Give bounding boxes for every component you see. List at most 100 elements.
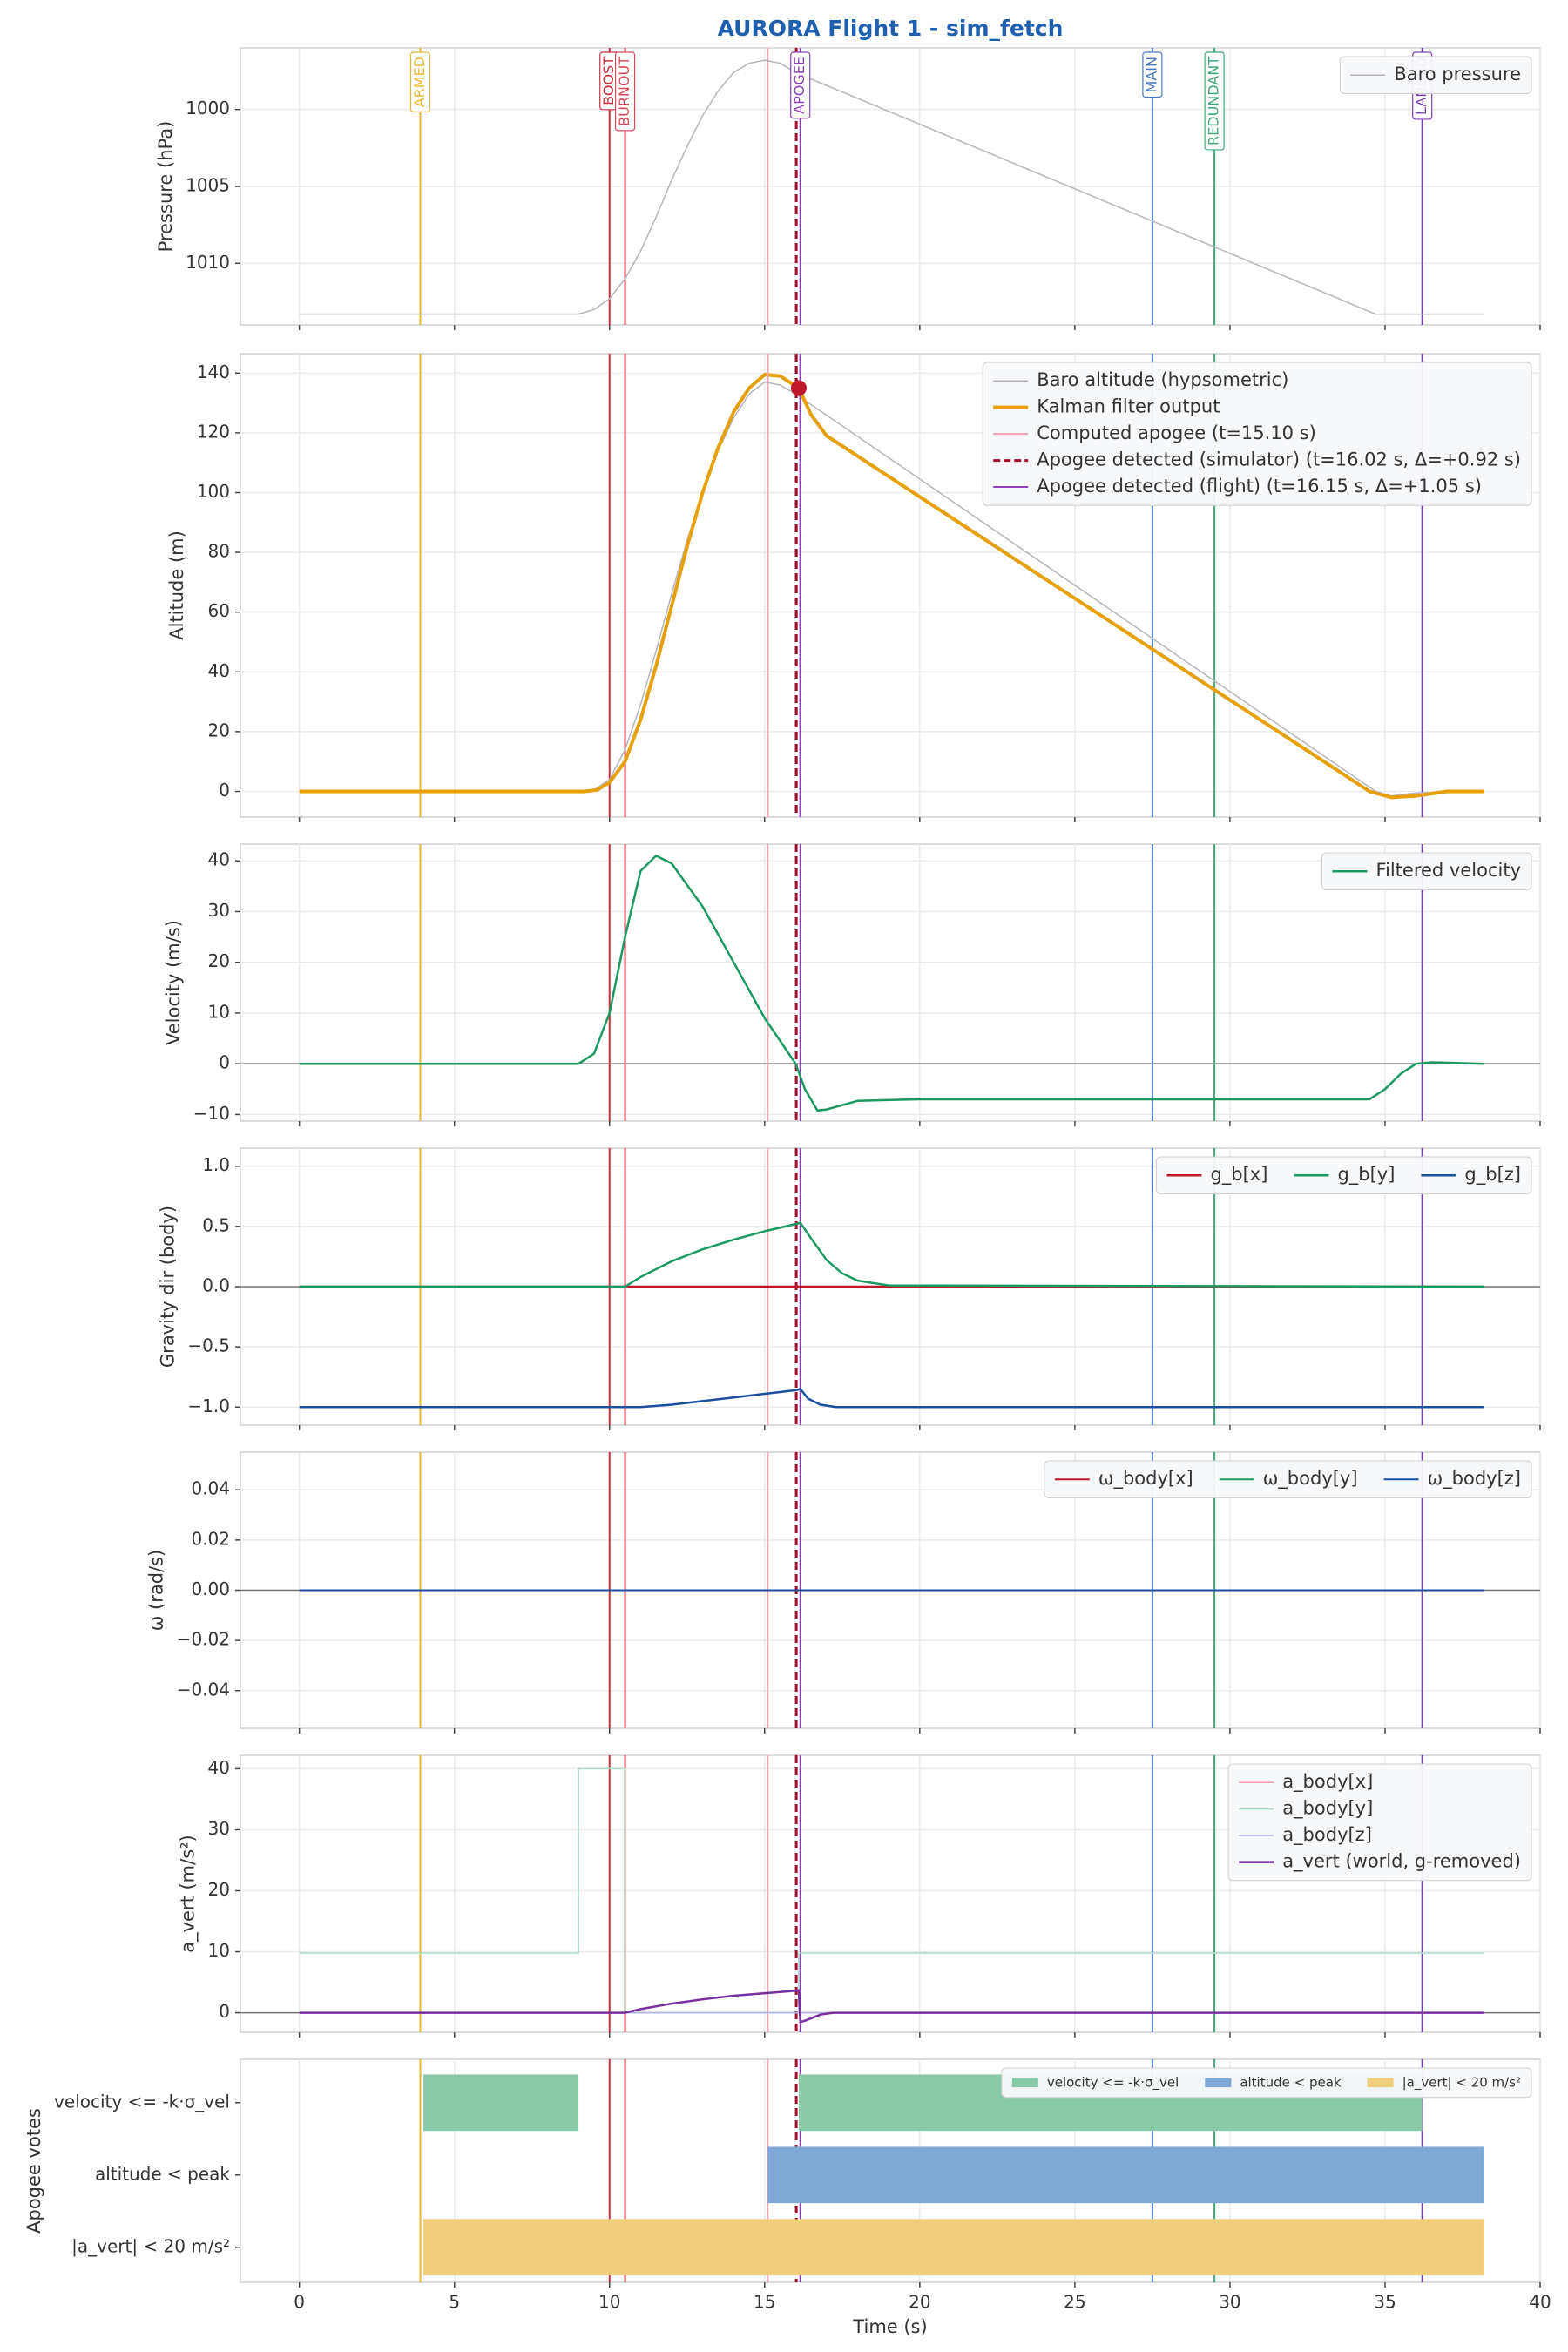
legend-label: velocity <= -k·σ_vel [1047, 2074, 1179, 2091]
series-line [299, 855, 1484, 1112]
y-tick-label: −1.0 [187, 1396, 230, 1416]
event-label-box [1142, 51, 1163, 98]
legend-label: Computed apogee (t=15.10 s) [1037, 422, 1316, 443]
y-tick-label: 20 [208, 950, 230, 971]
y-tick-label: 40 [208, 1757, 230, 1778]
legend-label: Baro pressure [1394, 64, 1521, 84]
legend: velocity <= -k·σ_vel altitude < peak |a_ve… [1001, 2067, 1532, 2099]
y-tick-label: 120 [197, 421, 230, 442]
legend-label: a_vert (world, g-removed) [1282, 1851, 1521, 1873]
y-axis-label: a_vert (m/s²) [178, 1835, 199, 1953]
series-line [299, 1388, 1484, 1409]
x-tick-label: 15 [754, 2292, 775, 2313]
y-tick-label: 0 [219, 1052, 230, 1073]
y-tick-label: −10 [193, 1103, 230, 1124]
x-tick-label: 35 [1374, 2292, 1396, 2313]
event-label: BURNOUT [616, 57, 632, 126]
y-tick-label: 0.04 [191, 1478, 230, 1499]
y-tick-label: 0 [219, 780, 230, 801]
x-tick-label: 10 [598, 2292, 620, 2313]
panel: 0 10 20 30 40 a_body[x] a_body[y] a_body[z] a_ve… [178, 1754, 1541, 2038]
y-tick-label: 60 [208, 600, 230, 621]
y-tick-label: −0.04 [177, 1679, 230, 1700]
event-label-box [409, 51, 431, 112]
legend-label: Apogee detected (flight) (t=16.15 s, Δ=+… [1037, 476, 1482, 497]
legend-box [1155, 1156, 1532, 1194]
legend-label: g_b[x] [1210, 1164, 1267, 1186]
y-tick-label: 80 [208, 541, 230, 562]
y-tick-label: 0.0 [202, 1275, 230, 1296]
y-tick-label: 0.02 [191, 1528, 230, 1549]
legend: g_b[x] g_b[y] g_b[z] [1155, 1156, 1532, 1194]
panel: −10 0 10 20 30 40 Filtered velocity Velocity (m… [163, 843, 1541, 1126]
panel: −1.0 −0.5 0.0 0.5 1.0 g_b[x] g_b[y] g_b[z] Gravi… [157, 1147, 1541, 1430]
legend-box [1001, 2067, 1532, 2099]
legend-label: Filtered velocity [1375, 860, 1521, 881]
y-axis-label: Apogee votes [24, 2108, 44, 2234]
series-line [299, 1767, 1484, 2014]
y-axis-label: Velocity (m/s) [163, 920, 184, 1045]
event-label-box [614, 51, 636, 132]
legend-box [1227, 1763, 1532, 1882]
plot-content [240, 844, 1540, 1121]
y-axis-label: Altitude (m) [166, 531, 187, 640]
event-label: BOOST [600, 57, 617, 105]
legend-swatch [1011, 2078, 1038, 2088]
y-tick-label: 0.00 [191, 1578, 230, 1599]
series-line [299, 373, 1484, 800]
y-tick-label: 40 [208, 660, 230, 681]
legend-swatch [1367, 2078, 1394, 2088]
y-tick-label: 20 [208, 720, 230, 740]
legend-label: a_body[z] [1282, 1824, 1372, 1846]
event-label: MAIN [1143, 57, 1159, 92]
legend-label: |a_vert| < 20 m/s² [1402, 2074, 1521, 2091]
legend-label: ω_body[x] [1098, 1468, 1193, 1490]
y-tick-label: 0.5 [202, 1214, 230, 1235]
event-label-box [790, 51, 811, 119]
vote-bar [767, 2146, 1484, 2204]
apogee-marker [790, 380, 807, 396]
y-tick-label: −0.02 [177, 1629, 230, 1650]
legend-box [1321, 852, 1532, 890]
legend-label: a_body[y] [1282, 1798, 1373, 1820]
y-tick-label: 10 [208, 1001, 230, 1022]
y-tick-label: 0 [219, 2001, 230, 2022]
legend-swatch [1205, 2078, 1232, 2088]
legend: ω_body[x] ω_body[y] ω_body[z] [1044, 1460, 1532, 1498]
legend-label: a_body[x] [1282, 1771, 1373, 1793]
y-tick-label: 30 [208, 1818, 230, 1839]
y-axis-label: Pressure (hPa) [155, 121, 176, 253]
event-label: ARMED [411, 57, 428, 107]
y-tick-label: 10 [208, 1940, 230, 1961]
y-tick-label: 1005 [186, 175, 230, 196]
y-tick-label: altitude < peak [95, 2163, 230, 2184]
legend-label: ω_body[z] [1428, 1468, 1521, 1490]
x-tick-label: 0 [294, 2292, 305, 2313]
plot-content [419, 2059, 1484, 2282]
x-tick-label: 40 [1529, 2292, 1551, 2313]
y-tick-label: 30 [208, 900, 230, 921]
event-label: APOGEE [791, 57, 808, 114]
y-tick-label: 1.0 [202, 1154, 230, 1175]
plot-content [240, 1755, 1540, 2032]
legend-label: Apogee detected (simulator) (t=16.02 s, … [1037, 449, 1521, 470]
legend-label: altitude < peak [1240, 2074, 1342, 2090]
x-tick-label: 30 [1219, 2292, 1240, 2313]
y-tick-label: 1010 [186, 252, 230, 273]
y-tick-label: 20 [208, 1879, 230, 1900]
legend: a_body[x] a_body[y] a_body[z] a_vert (world… [1227, 1763, 1532, 1882]
y-tick-label: |a_vert| < 20 m/s² [71, 2235, 230, 2256]
panel: 0 20 40 60 80 100 120 140 Baro altitude (hypsome… [166, 353, 1541, 822]
legend-box [1044, 1460, 1532, 1498]
figure-title: AURORA Flight 1 - sim_fetch [718, 16, 1064, 41]
x-tick-label: 25 [1064, 2292, 1085, 2313]
y-tick-label: 140 [197, 362, 230, 382]
event-label: REDUNDANT [1206, 57, 1222, 145]
event-label-box [1204, 51, 1225, 151]
y-tick-label: 40 [208, 849, 230, 870]
legend: Filtered velocity [1321, 852, 1532, 890]
legend-box [982, 362, 1532, 506]
